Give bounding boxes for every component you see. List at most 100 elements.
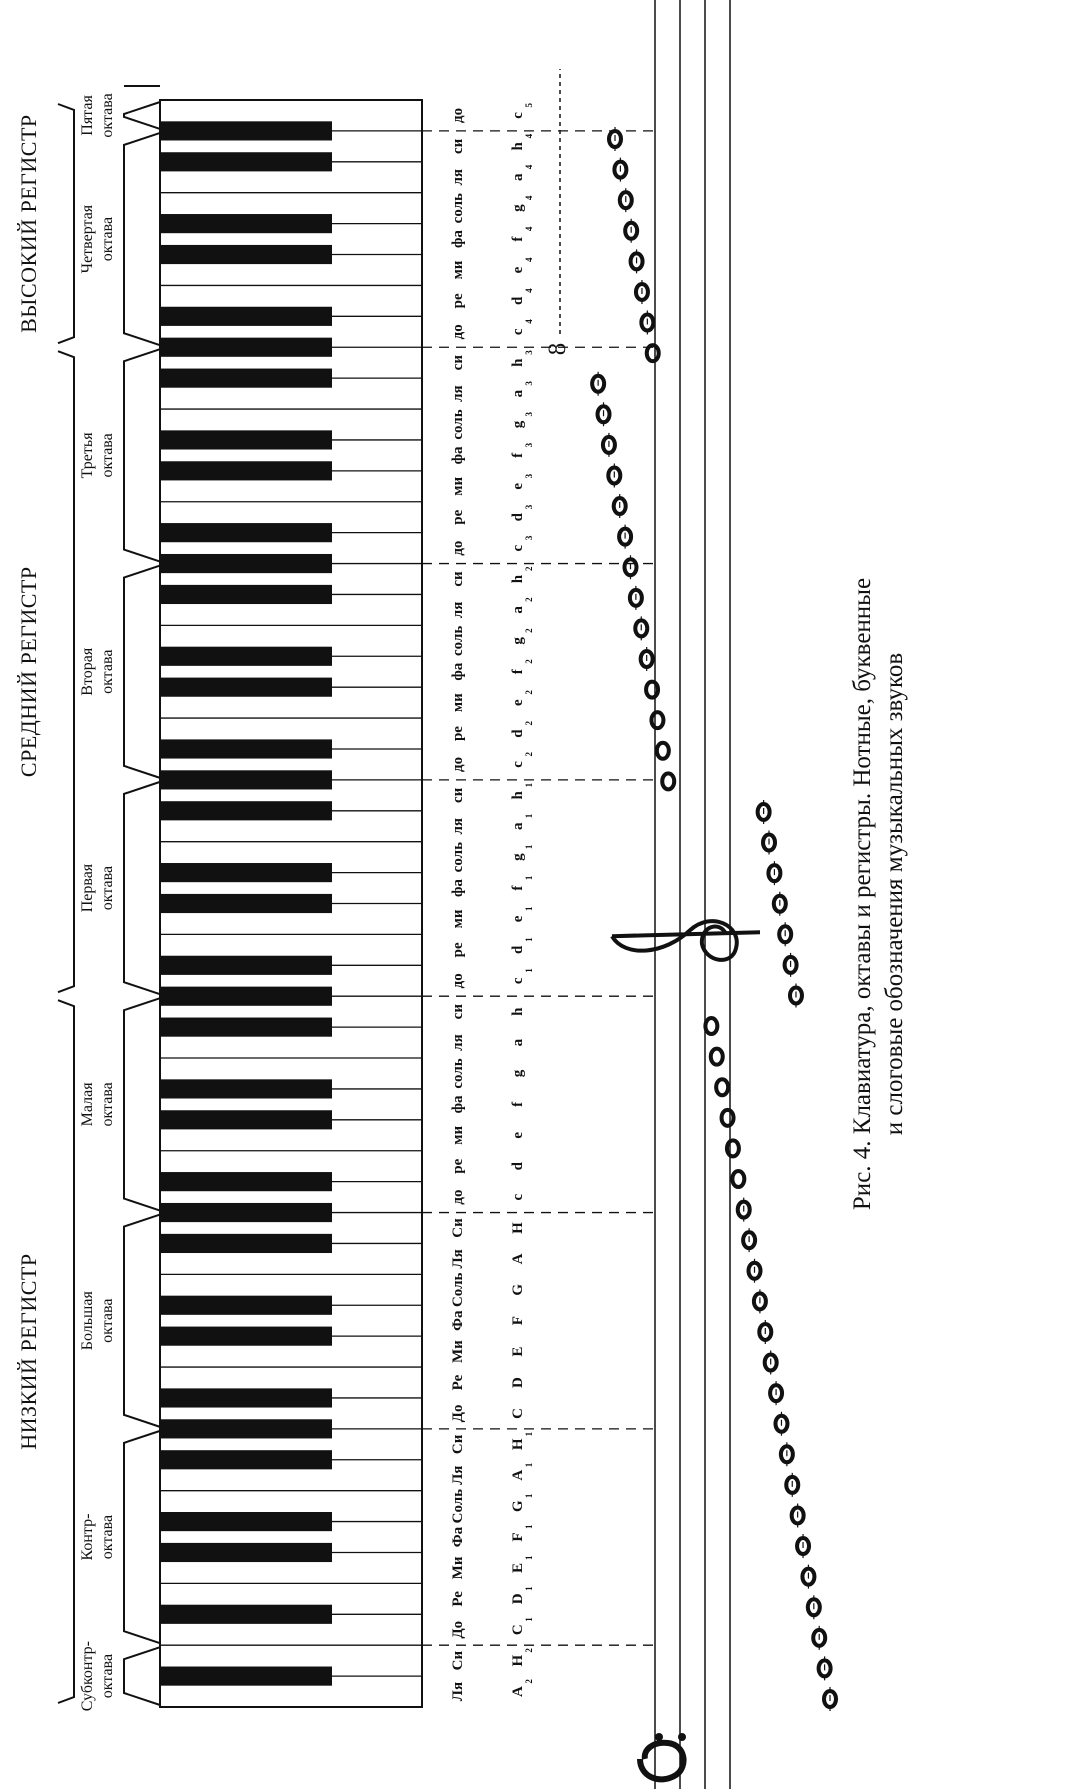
black-key — [160, 1326, 332, 1346]
black-key — [160, 677, 332, 697]
octave-index: 5 — [524, 102, 534, 107]
letter-label: H — [510, 1438, 526, 1450]
bass-clef-body — [637, 1739, 687, 1783]
black-key — [160, 646, 332, 666]
octave-index: 3 — [524, 350, 534, 355]
octave-bracket — [123, 780, 161, 996]
syllable-label: Ля — [450, 1466, 466, 1485]
whole-note-icon — [719, 1107, 736, 1128]
syllable-label: до — [450, 757, 466, 772]
letter-label: h — [510, 142, 526, 151]
letter-label: a — [510, 1038, 526, 1046]
letter-label: a — [510, 822, 526, 830]
letter-label: E — [510, 1347, 526, 1357]
syllable-label: ре — [450, 293, 466, 308]
letter-label: E — [510, 1563, 526, 1573]
octave-index: 4 — [524, 288, 534, 293]
octave-bracket — [123, 101, 161, 130]
octave-label: октава — [99, 93, 116, 137]
letter-label: A — [510, 1253, 526, 1264]
letter-label: A — [510, 1686, 526, 1697]
black-key — [160, 801, 332, 821]
syllable-label: фа — [450, 446, 466, 464]
black-key — [160, 1202, 332, 1223]
octave-index: 1 — [524, 937, 534, 942]
letter-label: e — [510, 266, 526, 273]
letter-label: a — [510, 606, 526, 614]
letter-label: f — [510, 885, 526, 891]
octave-label: Четвертая — [79, 204, 96, 273]
syllable-row: Ля Си До Ре Ми Фа Соль Ля Си До Ре Ми Фа Соль Ля Си до ре… — [450, 108, 466, 1701]
octave-index: 4 — [524, 319, 534, 324]
octave-index: 3 — [524, 473, 534, 478]
register-label: НИЗКИЙ РЕГИСТР — [16, 1253, 41, 1449]
octave-index: 1 — [524, 813, 534, 818]
letter-label: f — [510, 236, 526, 242]
whole-note-icon — [649, 710, 666, 731]
octave-index-marks: 2 2 1 1 1 1 1 1 1 1 1 1 1 1 1 1 2 2 2 2 2 2 2 3 3 3 3 3 3 3 4 4 4 4 4 4 4 5 — [524, 102, 534, 1683]
syllable-label: фа — [450, 879, 466, 897]
letter-label: c — [510, 977, 526, 984]
octave-label: октава — [99, 866, 116, 910]
black-key — [160, 214, 332, 234]
black-key — [160, 244, 332, 265]
octave-index: 2 — [524, 597, 534, 602]
black-key — [160, 121, 332, 141]
syllable-label: соль — [450, 626, 466, 656]
register-label: ВЫСОКИЙ РЕГИСТР — [16, 114, 41, 333]
letter-label: d — [510, 945, 526, 954]
letter-label: h — [510, 1007, 526, 1016]
letter-label: D — [510, 1377, 526, 1388]
octave-index: 2 — [524, 690, 534, 695]
letter-label: G — [510, 1500, 526, 1512]
syllable-label: до — [450, 324, 466, 339]
black-key — [160, 1017, 332, 1037]
octave-bracket — [123, 997, 161, 1212]
syllable-label: ми — [450, 1125, 466, 1144]
bass-clef-dot — [678, 1733, 686, 1741]
letter-label: f — [510, 668, 526, 674]
whole-note-icon — [660, 771, 677, 792]
letter-label: f — [510, 1101, 526, 1107]
syllable-label: до — [450, 541, 466, 556]
octave-label: Малая — [79, 1082, 96, 1127]
caption: Рис. 4. Клавиатура, октавы и регистры. Н… — [849, 578, 908, 1210]
notes — [590, 127, 838, 1711]
letter-label: H — [510, 1222, 526, 1234]
black-key — [160, 1542, 332, 1563]
staff: 8 — [544, 0, 761, 1789]
octave-index: 4 — [524, 226, 534, 231]
whole-note-icon — [703, 1016, 720, 1037]
letter-label: a — [510, 389, 526, 397]
syllable-label: соль — [450, 409, 466, 439]
syllable-label: до — [450, 1190, 466, 1205]
treble-clef-icon — [610, 919, 761, 962]
octave-label: октава — [99, 650, 116, 694]
syllable-label: Фа — [450, 1310, 466, 1331]
black-key — [160, 739, 332, 759]
syllable-label: фа — [450, 662, 466, 680]
black-key — [160, 1450, 332, 1470]
octave-index: 1 — [524, 1462, 534, 1467]
whole-note-icon — [730, 1169, 747, 1189]
octave-index: 3 — [524, 411, 534, 416]
register-bracket — [57, 103, 75, 345]
syllable-label: до — [450, 973, 466, 988]
octave-index: 3 — [524, 442, 534, 447]
syllable-label: Ля — [450, 1682, 466, 1701]
octave-index: 2 — [524, 1679, 534, 1684]
syllable-label: Си — [450, 1434, 466, 1454]
black-key — [160, 1419, 332, 1439]
whole-note-icon — [644, 343, 661, 364]
letter-label: h — [510, 358, 526, 367]
letter-label: a — [510, 173, 526, 181]
letter-label: A — [510, 1470, 526, 1481]
octave-label: Третья — [79, 432, 96, 479]
octave-label: Контр- — [79, 1514, 96, 1561]
bass-clef-icon — [637, 1733, 687, 1783]
black-key — [160, 1233, 332, 1254]
syllable-label: ля — [450, 602, 466, 619]
whole-note-icon — [654, 740, 671, 761]
